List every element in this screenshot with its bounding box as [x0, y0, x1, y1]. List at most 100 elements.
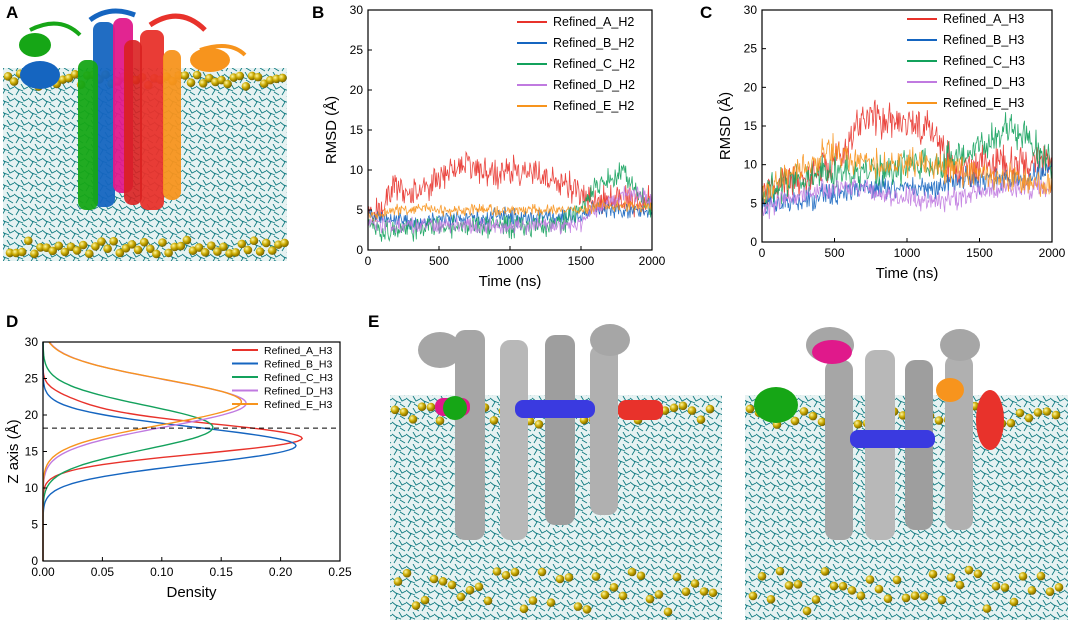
bead: [426, 402, 436, 412]
bead: [618, 591, 628, 601]
panel-label-a: A: [6, 3, 18, 22]
bead: [663, 607, 673, 617]
legend-label: Refined_C_H3: [943, 54, 1025, 68]
density-curve: [42, 341, 243, 561]
bead: [399, 407, 409, 417]
bead: [127, 240, 137, 249]
bead: [1006, 418, 1016, 428]
y-tick-label: 25: [744, 42, 758, 56]
bead: [85, 249, 94, 259]
chart-rmsd-h2: 0 500 1000 1500 2000 0 5 10 15 20 25 30 Time (ns) RMS…: [323, 3, 666, 290]
y-tick-label: 0: [750, 235, 757, 249]
bead: [186, 78, 196, 87]
bead: [705, 404, 715, 414]
bead: [573, 602, 583, 611]
bead: [847, 586, 857, 595]
x-tick-label: 1000: [497, 254, 524, 268]
series-line: [761, 112, 1053, 209]
protein-right: [754, 327, 1004, 540]
legend-label: Refined_D_H3: [264, 386, 333, 398]
panel-a-structure: [3, 8, 289, 261]
bead: [465, 585, 475, 595]
panel-label-d: D: [6, 312, 18, 331]
bead: [510, 567, 520, 577]
bead: [192, 70, 202, 80]
bead: [678, 401, 688, 411]
y-tick-label: 15: [744, 119, 758, 133]
bead: [766, 595, 776, 604]
x-tick-label: 2000: [1039, 246, 1066, 260]
bead: [829, 581, 839, 591]
series-line: [367, 162, 653, 243]
series-line: [761, 99, 1053, 207]
bead: [591, 572, 601, 581]
y-axis-label: RMSD (Å): [323, 96, 340, 164]
y-tick-label: 5: [31, 518, 38, 532]
y-tick-label: 25: [25, 372, 39, 386]
y-tick-label: 0: [31, 554, 38, 568]
bead: [802, 606, 812, 616]
bead: [17, 247, 27, 257]
bead: [748, 591, 758, 601]
bead: [865, 575, 875, 584]
y-tick-label: 5: [356, 203, 363, 217]
legend-label: Refined_A_H3: [943, 12, 1024, 26]
bead: [564, 573, 574, 582]
y-tick-label: 30: [744, 3, 758, 17]
bead: [438, 577, 448, 586]
series-line: [761, 133, 1053, 204]
legend-label: Refined_E_H3: [943, 96, 1024, 110]
x-tick-label: 500: [429, 254, 449, 268]
bead: [200, 248, 210, 257]
bead: [60, 247, 70, 257]
bead: [152, 249, 161, 259]
bead: [820, 567, 830, 576]
bead: [937, 595, 947, 605]
bead: [182, 235, 192, 245]
bead: [103, 244, 112, 254]
bead: [874, 584, 884, 594]
bead: [115, 248, 125, 258]
bead: [699, 587, 709, 596]
bead: [70, 69, 80, 79]
bead: [1015, 408, 1025, 418]
x-tick-label: 0.10: [150, 565, 174, 579]
bead: [261, 238, 271, 248]
bead: [72, 246, 82, 255]
bead: [390, 405, 400, 415]
bead: [973, 569, 983, 579]
bead: [1009, 597, 1019, 607]
chart-rmsd-h3: 0 500 1000 1500 2000 0 5 10 15 20 25 30 Time (ns) RMS…: [717, 3, 1066, 282]
bead: [528, 596, 538, 605]
x-tick-label: 0: [365, 254, 372, 268]
bead: [207, 241, 216, 250]
bead: [892, 575, 902, 585]
bead: [219, 242, 228, 252]
bead: [249, 236, 259, 246]
bead: [1054, 583, 1064, 592]
bead: [919, 592, 929, 601]
legend-label: Refined_C_H3: [264, 372, 333, 384]
bead: [447, 580, 457, 590]
x-tick-label: 0.00: [31, 565, 55, 579]
x-tick-label: 1500: [966, 246, 993, 260]
bead: [955, 580, 965, 590]
y-tick-label: 20: [350, 83, 364, 97]
x-tick-label: 0: [759, 246, 766, 260]
bead: [799, 407, 809, 416]
bead: [91, 242, 100, 251]
bead: [243, 245, 253, 255]
bead: [991, 581, 1001, 591]
bead: [853, 419, 863, 429]
bead: [3, 72, 13, 81]
bead: [1036, 571, 1046, 581]
bead: [696, 415, 706, 424]
bead: [435, 416, 445, 426]
y-tick-label: 15: [25, 445, 39, 459]
bead: [1051, 410, 1061, 420]
bead: [1024, 413, 1034, 423]
bead: [910, 591, 920, 600]
bead: [534, 420, 544, 429]
bead: [9, 77, 19, 86]
